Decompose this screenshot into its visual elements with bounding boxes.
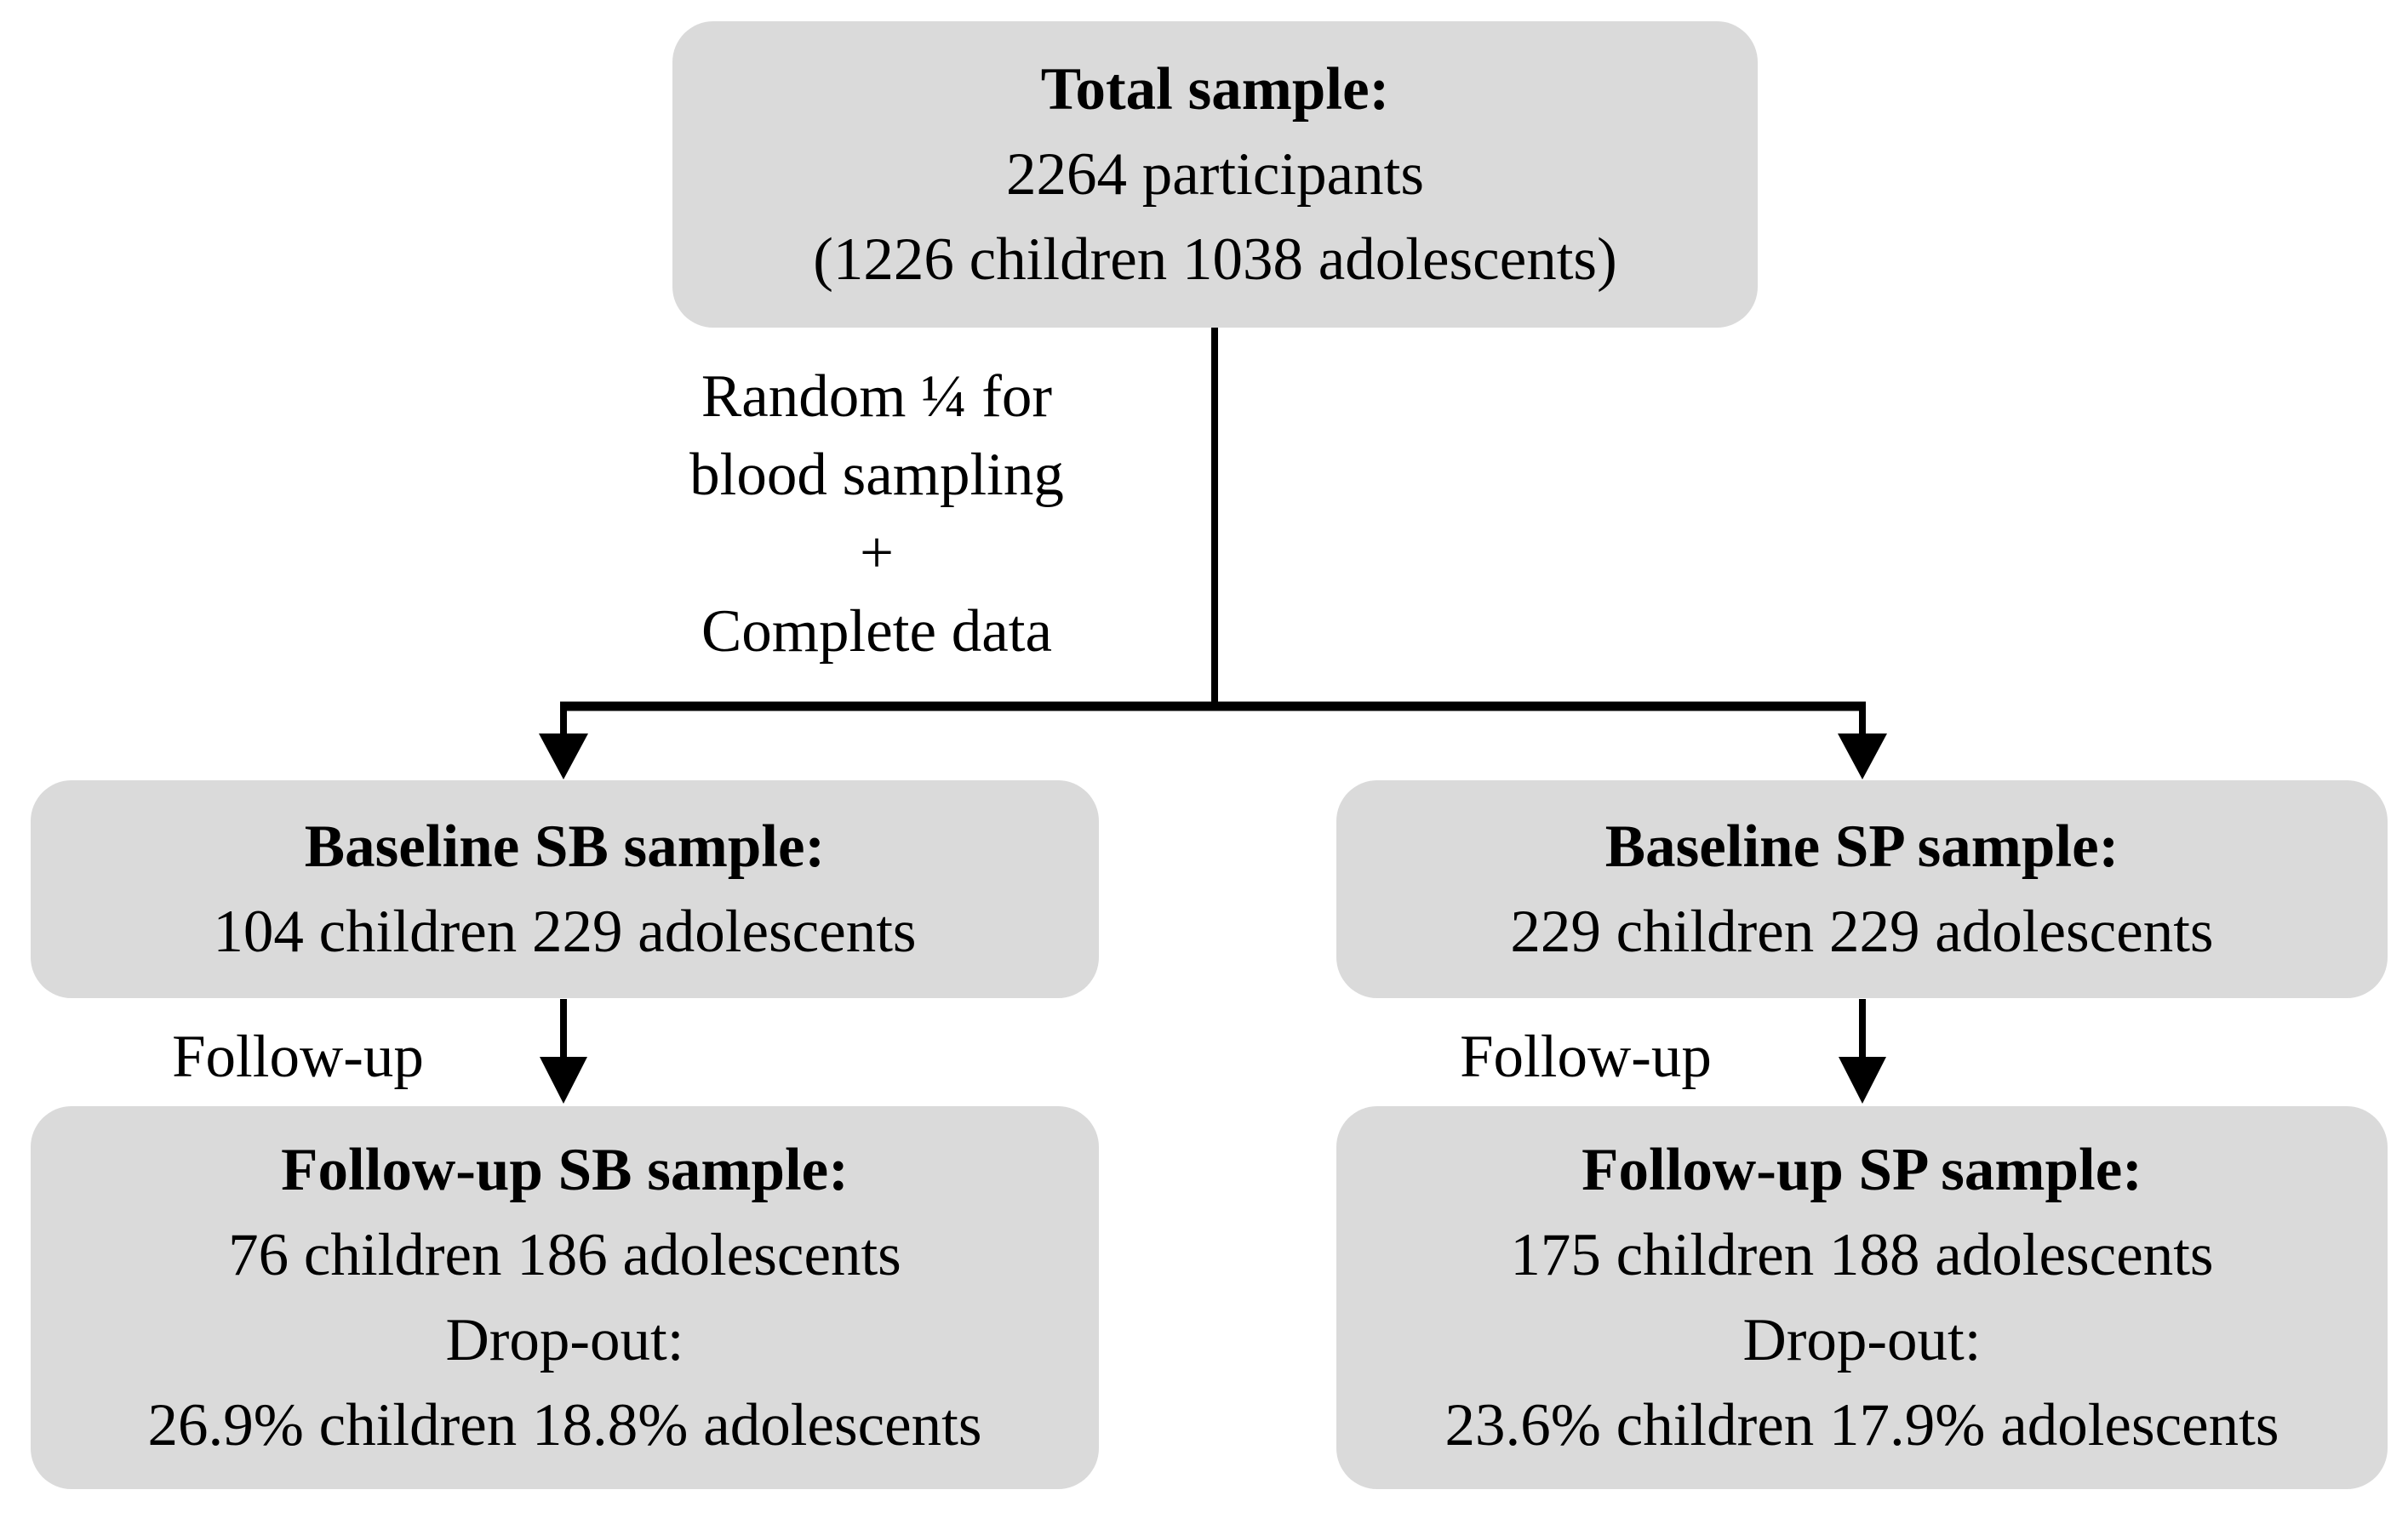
followup-sb-title: Follow-up SB sample: (281, 1137, 849, 1203)
branch-condition-line1: Random ¼ for (701, 363, 1053, 430)
right-arrowhead-icon (1838, 733, 1887, 779)
baseline-sp-box: Baseline SP sample: 229 children 229 ado… (1336, 780, 2388, 998)
branch-condition-plus: + (859, 520, 895, 586)
branch-condition-line4: Complete data (701, 598, 1053, 665)
total-sample-title: Total sample: (1040, 56, 1390, 123)
left-followup-arrowhead-icon (540, 1057, 587, 1104)
branch-condition-line2: blood sampling (689, 442, 1064, 508)
followup-right-label: Follow-up (1460, 1024, 1712, 1090)
baseline-sb-counts: 104 children 229 adolescents (213, 899, 917, 965)
baseline-sb-box: Baseline SB sample: 104 children 229 ado… (31, 780, 1099, 998)
total-sample-box: Total sample: 2264 participants (1226 ch… (672, 21, 1758, 328)
followup-sb-dropout-title: Drop-out: (445, 1307, 684, 1373)
followup-sp-dropout-rates: 23.6% children 17.9% adolescents (1444, 1392, 2279, 1458)
total-sample-participants: 2264 participants (1006, 141, 1424, 208)
followup-sp-dropout-title: Drop-out: (1742, 1307, 1982, 1373)
followup-sp-box: Follow-up SP sample: 175 children 188 ad… (1336, 1106, 2388, 1489)
total-sample-breakdown: (1226 children 1038 adolescents) (813, 226, 1617, 293)
followup-sb-dropout-rates: 26.9% children 18.8% adolescents (147, 1392, 982, 1458)
baseline-sp-counts: 229 children 229 adolescents (1510, 899, 2214, 965)
right-followup-arrowhead-icon (1839, 1057, 1886, 1104)
followup-sp-title: Follow-up SP sample: (1582, 1137, 2142, 1203)
baseline-sp-title: Baseline SP sample: (1604, 813, 2119, 880)
left-arrowhead-icon (539, 733, 588, 779)
followup-sb-box: Follow-up SB sample: 76 children 186 ado… (31, 1106, 1099, 1489)
baseline-sb-title: Baseline SB sample: (304, 813, 826, 880)
branch-condition-label: Random ¼ for blood sampling + Complete d… (494, 357, 1260, 671)
followup-left-label: Follow-up (172, 1024, 424, 1090)
followup-sp-counts: 175 children 188 adolescents (1510, 1222, 2214, 1288)
followup-sb-counts: 76 children 186 adolescents (228, 1222, 901, 1288)
